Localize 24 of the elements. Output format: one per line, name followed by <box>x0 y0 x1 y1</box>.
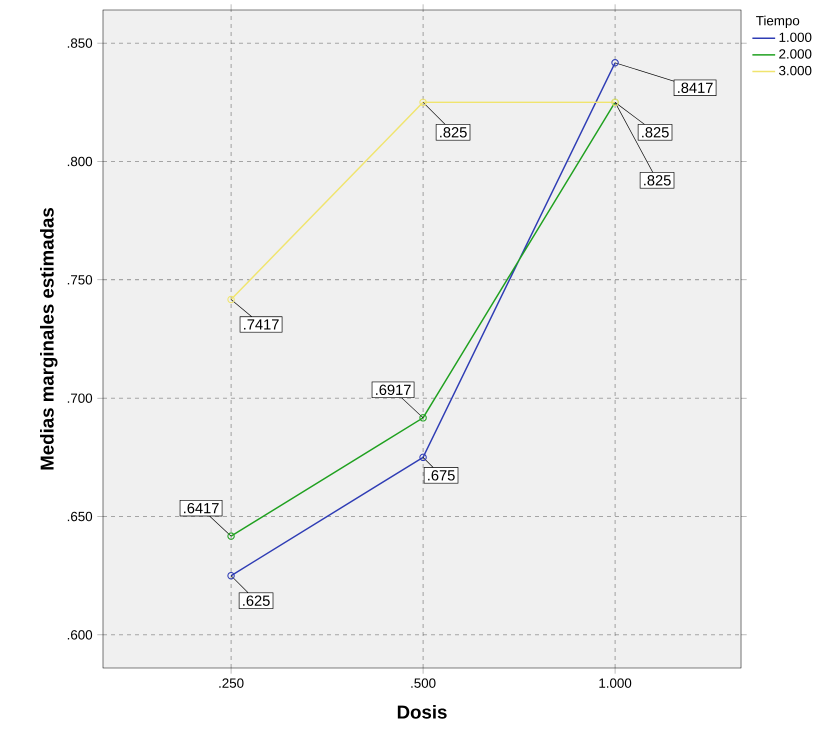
y-axis-title: Medias marginales estimadas <box>40 208 58 470</box>
y-tick-label: .800 <box>68 156 92 166</box>
y-tick-label: .850 <box>68 38 92 48</box>
data-label: .825 <box>642 127 669 138</box>
x-axis-title: Dosis <box>398 704 447 719</box>
legend-label: 3.000 <box>779 66 812 76</box>
legend-title: Tiempo <box>756 16 800 28</box>
data-label: .8417 <box>678 82 713 93</box>
data-label: .625 <box>243 596 270 606</box>
y-tick-label: .600 <box>68 630 92 640</box>
data-label: .6917 <box>376 384 411 396</box>
x-tick-label: .500 <box>411 678 436 688</box>
x-tick-label: 1.000 <box>599 678 632 688</box>
data-label: .675 <box>428 470 455 481</box>
data-label: .6417 <box>184 502 219 514</box>
data-label: .7417 <box>244 319 279 330</box>
legend-label: 1.000 <box>780 32 812 42</box>
legend-label: 2.000 <box>779 49 812 59</box>
x-tick-label: .250 <box>219 678 244 688</box>
y-tick-label: .750 <box>68 275 92 285</box>
data-label: .825 <box>644 175 671 186</box>
y-tick-label: .650 <box>68 512 92 522</box>
data-label: .825 <box>440 127 467 138</box>
y-tick-label: .700 <box>68 393 92 403</box>
